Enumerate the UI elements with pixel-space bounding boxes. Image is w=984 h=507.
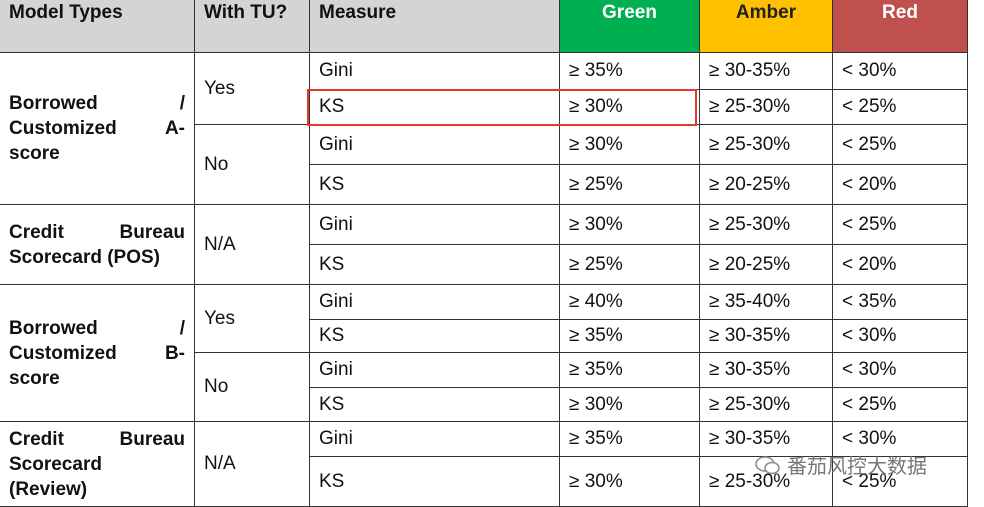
measure-cell: KS bbox=[310, 320, 560, 353]
model-type-line: Scorecard (POS) bbox=[9, 246, 160, 268]
amber-cell: ≥ 25-30% bbox=[700, 388, 833, 422]
red-cell: < 20% bbox=[833, 245, 968, 285]
red-cell: < 30% bbox=[833, 422, 968, 457]
green-cell: ≥ 40% bbox=[560, 285, 700, 320]
red-cell: < 35% bbox=[833, 285, 968, 320]
red-cell: < 25% bbox=[833, 388, 968, 422]
red-cell: < 25% bbox=[833, 125, 968, 165]
model-type-line: Customized B- bbox=[9, 342, 185, 364]
watermark-text: 番茄风控大数据 bbox=[787, 456, 927, 478]
header-cell: Green bbox=[560, 0, 700, 53]
green-cell: ≥ 30% bbox=[560, 205, 700, 245]
amber-cell: ≥ 35-40% bbox=[700, 285, 833, 320]
green-cell: ≥ 30% bbox=[560, 388, 700, 422]
red-cell: < 30% bbox=[833, 320, 968, 353]
model-type-line: Credit Bureau bbox=[9, 221, 185, 243]
red-cell: < 30% bbox=[833, 353, 968, 388]
header-cell: Amber bbox=[700, 0, 833, 53]
header-cell: Measure bbox=[310, 0, 560, 53]
green-cell: ≥ 30% bbox=[560, 457, 700, 507]
measure-cell: Gini bbox=[310, 205, 560, 245]
green-cell: ≥ 35% bbox=[560, 422, 700, 457]
amber-cell: ≥ 30-35% bbox=[700, 353, 833, 388]
header-cell: Red bbox=[833, 0, 968, 53]
red-cell: < 25% bbox=[833, 90, 968, 125]
with-tu-cell: N/A bbox=[195, 422, 310, 507]
amber-cell: ≥ 25-30% bbox=[700, 125, 833, 165]
model-type-cell: Credit Bureau Scorecard (POS) bbox=[0, 205, 195, 285]
amber-cell: ≥ 20-25% bbox=[700, 245, 833, 285]
measure-cell: KS bbox=[310, 388, 560, 422]
model-type-line: Borrowed / bbox=[9, 317, 185, 339]
model-type-cell: Credit Bureau Scorecard (Review) bbox=[0, 422, 195, 507]
amber-cell: ≥ 30-35% bbox=[700, 53, 833, 90]
amber-cell: ≥ 25-30% bbox=[700, 90, 833, 125]
green-cell: ≥ 35% bbox=[560, 53, 700, 90]
green-cell: ≥ 30% bbox=[560, 125, 700, 165]
measure-cell: Gini bbox=[310, 353, 560, 388]
header-cell: With TU? bbox=[195, 0, 310, 53]
with-tu-cell: N/A bbox=[195, 205, 310, 285]
green-cell: ≥ 35% bbox=[560, 320, 700, 353]
model-type-cell: Borrowed / Customized A-score bbox=[0, 53, 195, 205]
with-tu-cell: Yes bbox=[195, 53, 310, 125]
measure-cell: Gini bbox=[310, 53, 560, 90]
amber-cell: ≥ 20-25% bbox=[700, 165, 833, 205]
measure-cell: Gini bbox=[310, 285, 560, 320]
header-cell: Model Types bbox=[0, 0, 195, 53]
red-cell: < 25% bbox=[833, 205, 968, 245]
model-type-line: Borrowed / bbox=[9, 93, 185, 114]
measure-cell: KS bbox=[310, 165, 560, 205]
model-type-line: Customized A- bbox=[9, 118, 185, 139]
with-tu-cell: No bbox=[195, 353, 310, 422]
measure-cell: Gini bbox=[310, 125, 560, 165]
amber-cell: ≥ 30-35% bbox=[700, 320, 833, 353]
measure-cell: KS bbox=[310, 245, 560, 285]
model-type-line: Scorecard bbox=[9, 453, 102, 475]
with-tu-cell: Yes bbox=[195, 285, 310, 353]
measure-cell: KS bbox=[310, 457, 560, 507]
model-type-line: (Review) bbox=[9, 478, 88, 500]
model-type-line: score bbox=[9, 143, 60, 164]
green-cell: ≥ 35% bbox=[560, 353, 700, 388]
green-cell: ≥ 25% bbox=[560, 165, 700, 205]
amber-cell: ≥ 25-30% bbox=[700, 205, 833, 245]
highlight-box bbox=[307, 89, 697, 126]
red-cell: < 20% bbox=[833, 165, 968, 205]
model-type-cell: Borrowed / Customized B-score bbox=[0, 285, 195, 422]
model-type-line: Credit Bureau bbox=[9, 428, 185, 450]
measure-cell: Gini bbox=[310, 422, 560, 457]
watermark: 番茄风控大数据 bbox=[755, 450, 927, 479]
green-cell: ≥ 25% bbox=[560, 245, 700, 285]
red-cell: < 30% bbox=[833, 53, 968, 90]
wechat-icon bbox=[755, 455, 780, 474]
model-type-line: score bbox=[9, 367, 60, 389]
with-tu-cell: No bbox=[195, 125, 310, 205]
